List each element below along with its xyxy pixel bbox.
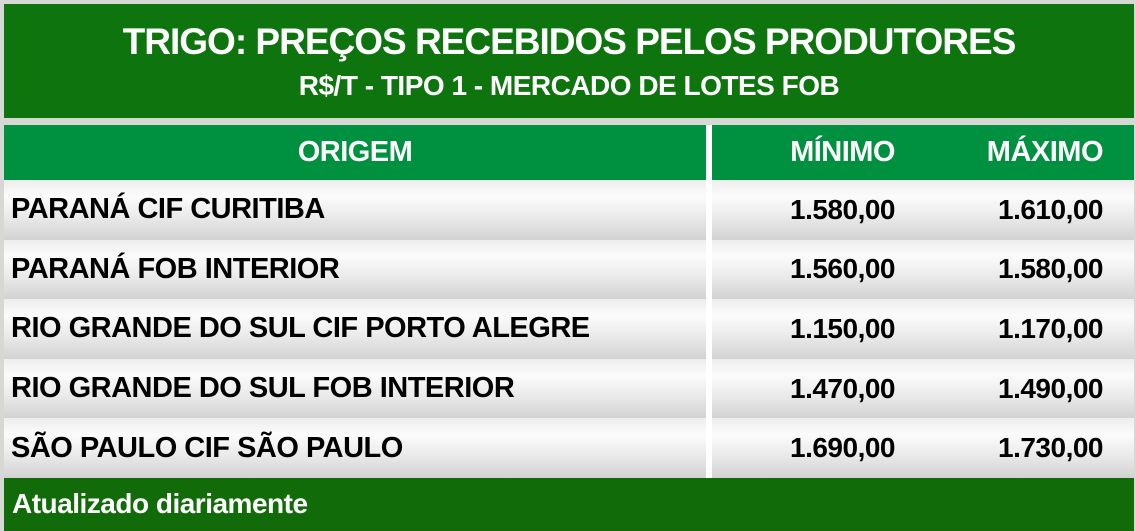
column-divider xyxy=(706,358,712,419)
column-divider xyxy=(706,239,712,300)
banner-table-gap xyxy=(4,118,1134,125)
footer-note: Atualizado diariamente xyxy=(12,488,308,520)
maximo-value: 1.490,00 xyxy=(998,372,1104,404)
maximo-value: 1.580,00 xyxy=(998,253,1104,285)
column-divider xyxy=(706,180,712,240)
table-row: SÃO PAULO CIF SÃO PAULO 1.690,00 1.730,0… xyxy=(4,418,1134,478)
table-row: PARANÁ FOB INTERIOR 1.560,00 1.580,00 xyxy=(4,239,1134,300)
column-header-maximo: MÁXIMO xyxy=(986,136,1104,168)
maximo-value: 1.730,00 xyxy=(998,432,1104,464)
table-row: PARANÁ CIF CURITIBA 1.580,00 1.610,00 xyxy=(4,180,1134,240)
page-subtitle: R$/T - TIPO 1 - MERCADO DE LOTES FOB xyxy=(298,69,840,101)
minimo-value: 1.560,00 xyxy=(790,253,896,285)
column-divider xyxy=(706,299,712,359)
minimo-value: 1.690,00 xyxy=(790,432,896,464)
maximo-value: 1.610,00 xyxy=(998,193,1104,225)
table-row: RIO GRANDE DO SUL FOB INTERIOR 1.470,00 … xyxy=(4,358,1134,419)
column-header-origem: ORIGEM xyxy=(297,136,413,168)
page-title: TRIGO: PREÇOS RECEBIDOS PELOS PRODUTORES xyxy=(122,20,1017,62)
table-header-row: ORIGEM MÍNIMO MÁXIMO xyxy=(4,125,1134,180)
maximo-value: 1.170,00 xyxy=(998,312,1104,344)
column-header-minimo: MÍNIMO xyxy=(790,136,895,168)
minimo-value: 1.580,00 xyxy=(790,193,896,225)
table-row: RIO GRANDE DO SUL CIF PORTO ALEGRE 1.150… xyxy=(4,299,1134,359)
minimo-value: 1.470,00 xyxy=(790,372,896,404)
minimo-value: 1.150,00 xyxy=(790,312,896,344)
column-divider xyxy=(706,125,712,180)
title-banner: TRIGO: PREÇOS RECEBIDOS PELOS PRODUTORES… xyxy=(4,4,1134,118)
origem-value: RIO GRANDE DO SUL FOB INTERIOR xyxy=(11,372,515,405)
footer-bar: Atualizado diariamente xyxy=(4,477,1134,531)
origem-value: PARANÁ FOB INTERIOR xyxy=(11,252,340,285)
origem-value: RIO GRANDE DO SUL CIF PORTO ALEGRE xyxy=(11,312,590,345)
origem-value: PARANÁ CIF CURITIBA xyxy=(11,193,325,226)
column-divider xyxy=(706,418,712,478)
origem-value: SÃO PAULO CIF SÃO PAULO xyxy=(11,431,403,464)
